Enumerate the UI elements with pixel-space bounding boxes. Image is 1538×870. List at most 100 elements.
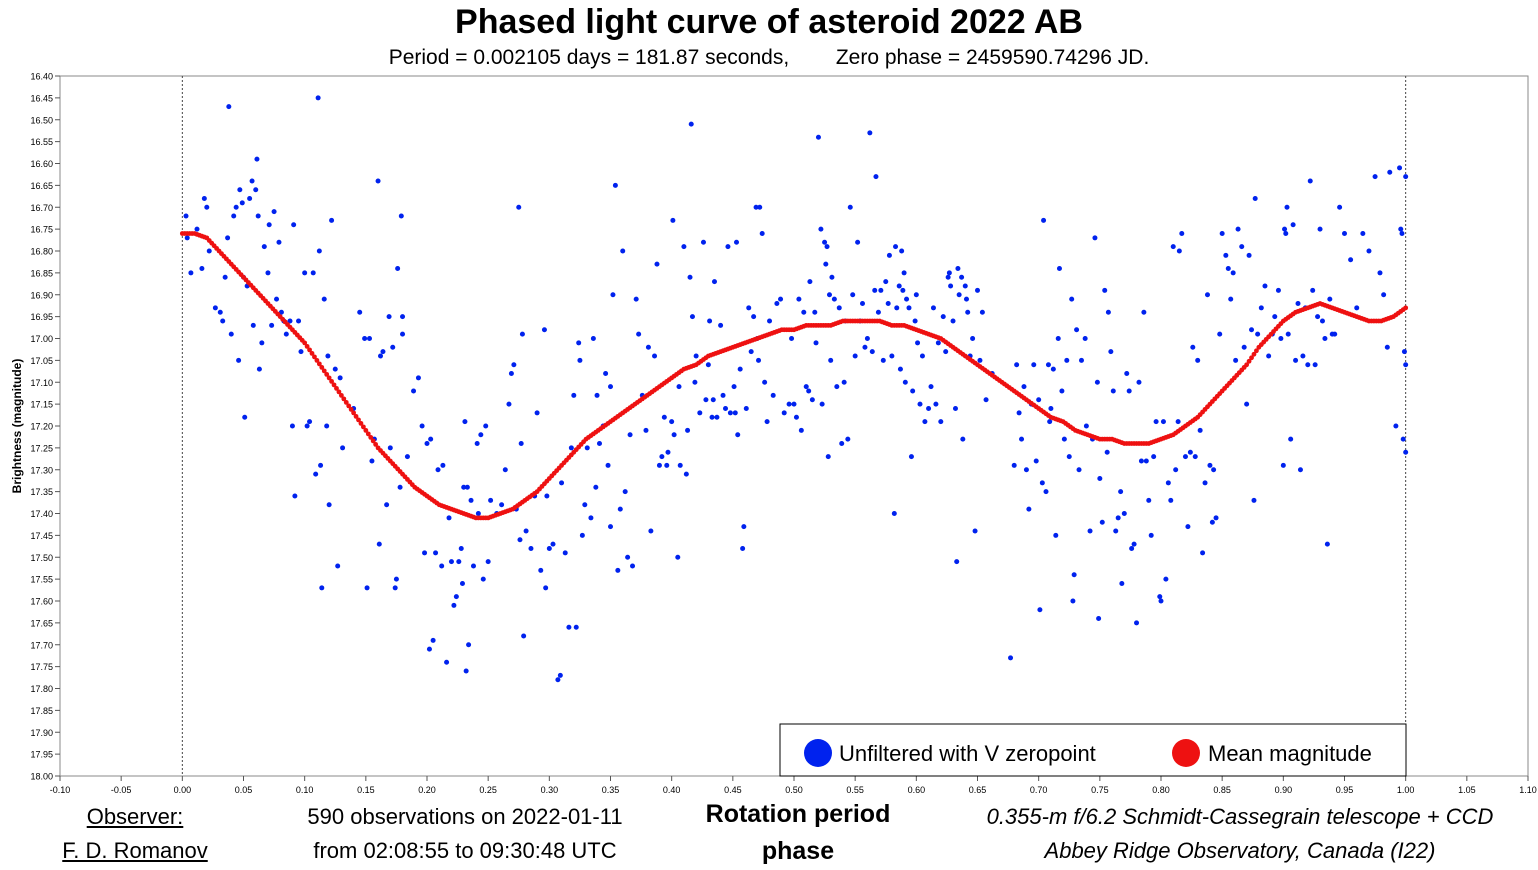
observation-point <box>807 279 813 285</box>
observation-point <box>194 226 200 232</box>
observation-point <box>458 546 464 551</box>
observation-point <box>1283 231 1289 236</box>
observation-point <box>276 239 282 245</box>
observation-point <box>1295 301 1301 306</box>
observation-point <box>915 340 921 346</box>
observation-point <box>1235 226 1241 232</box>
observation-point <box>1228 296 1234 302</box>
observation-point <box>630 563 636 569</box>
observation-point <box>608 524 613 530</box>
observation-point <box>610 292 616 298</box>
observations-layer <box>183 95 1409 683</box>
y-tick-label: 16.95 <box>30 312 53 322</box>
observation-point <box>946 270 952 276</box>
observation-point <box>516 204 522 210</box>
observation-point <box>734 239 740 245</box>
observation-point <box>855 239 861 245</box>
observation-point <box>1094 379 1100 385</box>
y-tick-label: 17.70 <box>30 640 53 650</box>
observation-point <box>922 419 928 425</box>
observation-point <box>1278 336 1284 341</box>
observation-point <box>544 493 550 499</box>
observation-point <box>896 283 902 289</box>
y-tick-label: 16.60 <box>30 159 53 169</box>
observation-point <box>1202 480 1208 486</box>
observation-point <box>289 423 295 429</box>
observation-point <box>864 336 870 341</box>
mean-curve-point <box>324 371 330 377</box>
mean-curve-point <box>1251 351 1257 357</box>
observation-point <box>242 414 248 420</box>
observation-point <box>707 318 713 324</box>
observation-point <box>266 222 272 228</box>
observation-point <box>1249 327 1255 333</box>
observation-point <box>700 239 706 245</box>
observation-point <box>796 296 802 302</box>
y-tick-label: 17.20 <box>30 422 53 432</box>
observation-point <box>519 331 525 337</box>
observation-point <box>834 384 840 390</box>
observation-point <box>875 309 881 315</box>
observation-point <box>398 213 404 219</box>
mean-curve-point <box>1244 362 1250 368</box>
observation-point <box>940 314 946 320</box>
observation-point <box>970 336 976 341</box>
observation-point <box>400 314 406 320</box>
x-tick-label: 0.00 <box>174 785 192 795</box>
observation-point <box>470 563 476 569</box>
x-axis-label: Rotation period phase <box>660 796 936 870</box>
observation-point <box>577 357 583 363</box>
y-tick-label: 17.60 <box>30 597 53 607</box>
observation-point <box>652 353 658 359</box>
observation-point <box>828 357 834 363</box>
observation-point <box>1230 270 1236 276</box>
observation-point <box>813 340 819 346</box>
observation-point <box>636 331 642 337</box>
observation-point <box>1187 449 1193 455</box>
observation-point <box>557 672 563 678</box>
observation-point <box>1207 462 1213 468</box>
observation-point <box>1266 353 1272 359</box>
observation-point <box>1342 231 1347 236</box>
observation-point <box>1131 541 1137 547</box>
observation-point <box>757 204 763 210</box>
observation-point <box>677 462 683 468</box>
mean-curve-point <box>363 427 369 433</box>
observation-point <box>930 305 936 311</box>
observation-point <box>1129 546 1135 551</box>
observation-point <box>789 336 795 341</box>
observation-point <box>296 318 302 324</box>
observation-point <box>1160 419 1166 425</box>
legend: Unfiltered with V zeropoint Mean magnitud… <box>779 723 1407 777</box>
observation-point <box>1354 305 1360 311</box>
observation-time-range: from 02:08:55 to 09:30:48 UTC <box>313 838 617 863</box>
observation-point <box>404 454 410 460</box>
observation-point <box>456 559 462 565</box>
y-tick-label: 17.90 <box>30 728 53 738</box>
observation-point <box>803 384 809 390</box>
y-tick-label: 17.10 <box>30 378 53 388</box>
observation-point <box>499 502 505 508</box>
y-tick-label: 17.95 <box>30 750 53 760</box>
observation-point <box>910 388 916 394</box>
observation-point <box>464 484 470 490</box>
x-tick-label: -0.10 <box>50 785 71 795</box>
mean-curve-point <box>304 343 310 349</box>
observation-point <box>521 633 527 639</box>
observation-point <box>463 668 469 674</box>
observation-point <box>411 388 417 394</box>
observation-point <box>287 318 293 324</box>
mean-curve-point <box>1249 355 1254 361</box>
observation-point <box>448 559 454 565</box>
legend-marker-mean <box>1172 739 1200 767</box>
observation-point <box>1381 292 1387 298</box>
observation-point <box>688 121 694 127</box>
observation-point <box>1288 436 1294 442</box>
observation-point <box>1258 305 1264 311</box>
y-tick-label: 17.35 <box>30 487 53 497</box>
observation-point <box>1337 204 1343 210</box>
observation-point <box>1398 226 1404 232</box>
x-tick-label: 0.35 <box>602 785 620 795</box>
observation-point <box>886 252 892 258</box>
observer-label: Observer: <box>86 804 184 829</box>
